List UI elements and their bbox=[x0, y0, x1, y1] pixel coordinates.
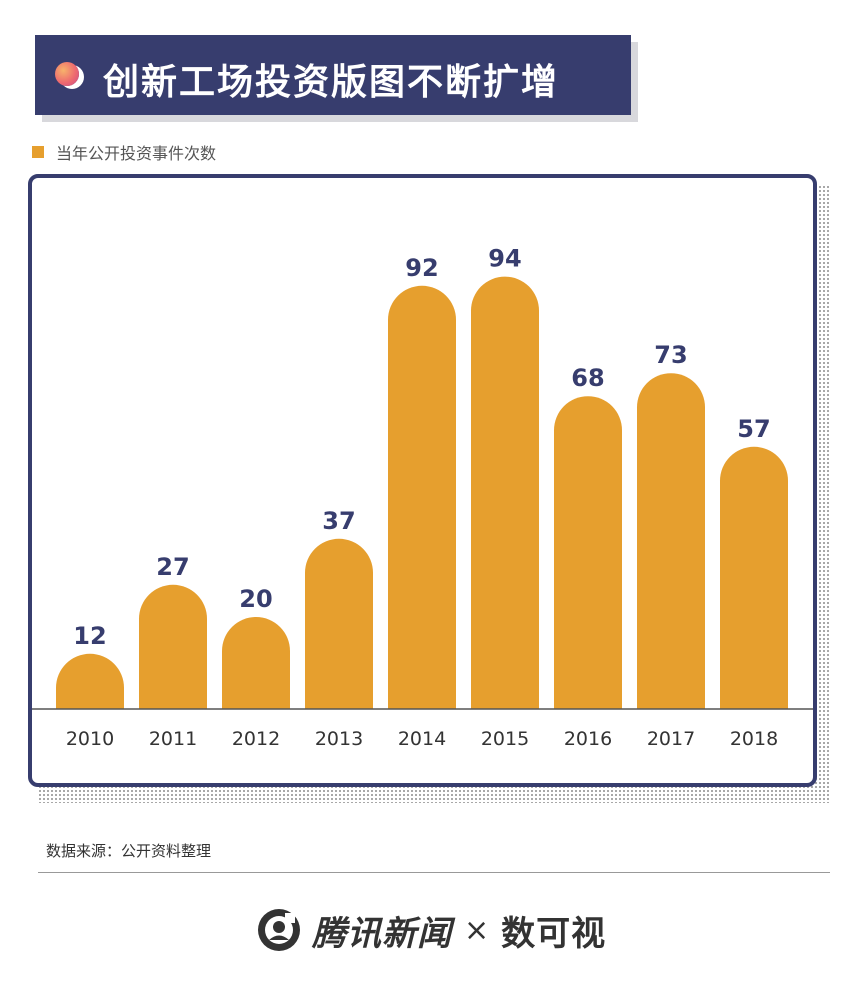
chart-title: 创新工场投资版图不断扩增 bbox=[103, 62, 560, 103]
x-tick-label-2018: 2018 bbox=[730, 728, 778, 750]
x-tick-label-2011: 2011 bbox=[149, 728, 197, 750]
bar-2016 bbox=[554, 396, 622, 709]
value-label-2017: 73 bbox=[654, 341, 687, 369]
chart-panel: 12 2010 27 2011 20 2012 37 2013 92 2014 94 2015 68 20… bbox=[28, 174, 817, 787]
title-banner: 创新工场投资版图不断扩增 bbox=[35, 35, 631, 115]
value-label-2016: 68 bbox=[571, 364, 604, 392]
x-tick-label-2015: 2015 bbox=[481, 728, 529, 750]
bar-2013 bbox=[305, 538, 373, 709]
value-label-2011: 27 bbox=[156, 553, 189, 581]
bar-2018 bbox=[720, 446, 788, 709]
bar-2014 bbox=[388, 285, 456, 709]
value-label-2012: 20 bbox=[239, 585, 272, 613]
bar-2011 bbox=[139, 584, 207, 709]
legend-label: 当年公开投资事件次数 bbox=[56, 144, 217, 163]
tencent-news-logo-icon bbox=[258, 909, 300, 951]
bar-2010 bbox=[56, 653, 124, 709]
footer-brands: 腾讯新闻 × 数可视 bbox=[256, 900, 606, 960]
value-label-2010: 12 bbox=[73, 622, 106, 650]
footer-separator: × bbox=[464, 912, 490, 948]
bar-2012 bbox=[222, 617, 290, 709]
bar-2015 bbox=[471, 276, 539, 709]
source-note: 数据来源：公开资料整理 bbox=[46, 842, 212, 860]
bar-2017 bbox=[637, 373, 705, 709]
footer-brand: 腾讯新闻 bbox=[312, 913, 452, 954]
value-label-2015: 94 bbox=[488, 245, 521, 273]
bar-chart: 12 2010 27 2011 20 2012 37 2013 92 2014 94 2015 68 20… bbox=[32, 245, 813, 750]
x-tick-label-2013: 2013 bbox=[315, 728, 363, 750]
x-tick-label-2016: 2016 bbox=[564, 728, 612, 750]
x-tick-label-2012: 2012 bbox=[232, 728, 280, 750]
title-dot-icon bbox=[55, 62, 79, 86]
footer-divider bbox=[38, 872, 830, 873]
x-tick-label-2017: 2017 bbox=[647, 728, 695, 750]
footer-partner: 数可视 bbox=[501, 913, 607, 954]
value-label-2018: 57 bbox=[737, 415, 770, 443]
legend-swatch bbox=[32, 146, 44, 158]
x-tick-label-2014: 2014 bbox=[398, 728, 446, 750]
value-label-2013: 37 bbox=[322, 507, 355, 535]
legend: 当年公开投资事件次数 bbox=[32, 140, 216, 164]
x-tick-label-2010: 2010 bbox=[66, 728, 114, 750]
value-label-2014: 92 bbox=[405, 254, 438, 282]
